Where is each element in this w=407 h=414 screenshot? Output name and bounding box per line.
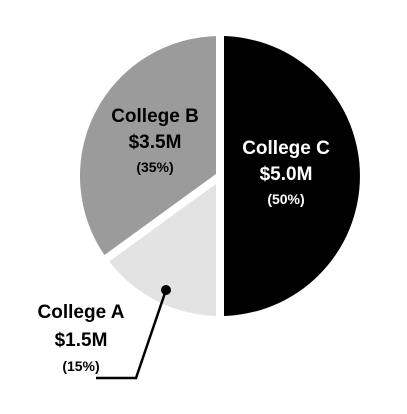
college-a-leader-dot bbox=[161, 285, 171, 295]
college-b-percent: (35%) bbox=[136, 159, 173, 175]
college-a-value: $1.5M bbox=[55, 330, 108, 351]
slice-label-college-c: College C $5.0M (50%) bbox=[242, 138, 330, 207]
slice-label-college-b: College B $3.5M (35%) bbox=[111, 106, 199, 175]
college-c-name: College C bbox=[242, 138, 330, 159]
college-a-percent: (15%) bbox=[62, 358, 99, 374]
callout-leader bbox=[96, 285, 171, 380]
slice-separator bbox=[104, 172, 223, 262]
college-c-percent: (50%) bbox=[267, 191, 304, 207]
college-b-name: College B bbox=[111, 106, 199, 127]
pie-slices bbox=[79, 35, 360, 316]
slice-label-college-a: College A $1.5M (15%) bbox=[38, 302, 125, 374]
college-b-value: $3.5M bbox=[129, 132, 182, 153]
college-a-leader-line bbox=[96, 289, 168, 380]
college-a-name: College A bbox=[38, 302, 125, 323]
pie-slice-college-c bbox=[220, 36, 360, 316]
pie-slice-college-b bbox=[79, 35, 220, 259]
pie-slice-college-a bbox=[106, 176, 220, 316]
college-c-value: $5.0M bbox=[260, 164, 313, 185]
